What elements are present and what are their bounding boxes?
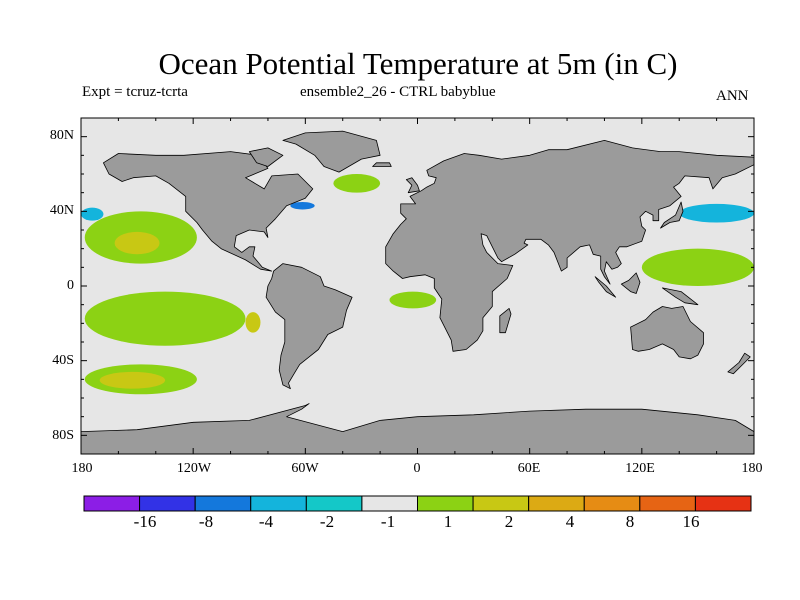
anomaly-region	[333, 174, 381, 193]
anomaly-region	[81, 207, 104, 221]
landmass-madagascar	[499, 307, 512, 334]
landmass-africa-eurasia	[385, 139, 754, 352]
lon-label-180e: 180	[741, 461, 763, 476]
landmass-north-america	[103, 151, 314, 272]
lon-label-180w: 180	[71, 461, 93, 476]
season-label: ANN	[716, 88, 749, 104]
lon-label-60e: 60E	[517, 461, 541, 476]
experiment-label: Expt = tcruz-tcrta	[82, 84, 188, 100]
landmass-australia	[630, 306, 704, 360]
landmass-south-america	[265, 263, 353, 390]
landmass-new-zealand	[727, 352, 751, 375]
lat-label-40n: 40N	[49, 203, 74, 218]
colorbar-bin	[250, 495, 307, 512]
anomaly-region	[679, 203, 754, 223]
colorbar-bin	[83, 495, 141, 512]
anomaly-region	[389, 291, 437, 309]
landmass-borneo	[620, 272, 641, 294]
map-area	[81, 118, 754, 454]
colorbar-bin	[139, 495, 196, 512]
landmass-sumatra	[594, 276, 617, 298]
lon-label-120e: 120E	[625, 461, 655, 476]
ensemble-label: ensemble2_26 - CTRL babyblue	[300, 84, 496, 100]
landmass-new-guinea	[662, 287, 699, 306]
landmass-antarctica	[81, 403, 754, 454]
colorbar-bin	[305, 495, 363, 512]
landmass-baffin	[248, 147, 284, 167]
colorbar-bin	[694, 495, 752, 512]
colorbar-bin	[194, 495, 252, 512]
colorbar-label: 4	[565, 512, 575, 531]
colorbar-label: -16	[133, 512, 157, 531]
colorbar-bin	[361, 495, 418, 512]
colorbar-label: -2	[319, 512, 335, 531]
colorbar-bin	[528, 495, 585, 512]
landmass-japan	[660, 201, 684, 229]
landmass-uk	[405, 177, 420, 194]
colorbar-label: -4	[258, 512, 274, 531]
anomaly-region	[114, 231, 160, 255]
anomaly-region	[641, 248, 754, 286]
colorbar-label: -1	[380, 512, 396, 531]
lon-label-120w: 120W	[176, 461, 212, 476]
colorbar-bin	[472, 495, 530, 512]
colorbar-bin	[583, 495, 641, 512]
anomaly-region	[99, 371, 166, 389]
colorbar-bin	[417, 495, 474, 512]
lat-label-80s: 80S	[52, 428, 74, 443]
colorbar-label: 8	[625, 512, 635, 531]
landmass-greenland	[282, 130, 381, 173]
colorbar-label: -8	[198, 512, 214, 531]
colorbar-bin	[639, 495, 696, 512]
lon-label-0: 0	[413, 461, 421, 476]
lat-label-80n: 80N	[49, 128, 74, 143]
colorbar-label: 16	[682, 512, 700, 531]
anomaly-region	[290, 202, 315, 210]
colorbar-label: 2	[504, 512, 514, 531]
lat-label-0: 0	[67, 278, 74, 293]
anomaly-region	[245, 312, 261, 333]
plot-title: Ocean Potential Temperature at 5m (in C)	[158, 46, 678, 81]
anomaly-region	[84, 291, 246, 346]
colorbar-label: 1	[443, 512, 453, 531]
lon-label-60w: 60W	[291, 461, 319, 476]
landmass-iceland	[372, 162, 392, 167]
lat-label-40s: 40S	[52, 353, 74, 368]
